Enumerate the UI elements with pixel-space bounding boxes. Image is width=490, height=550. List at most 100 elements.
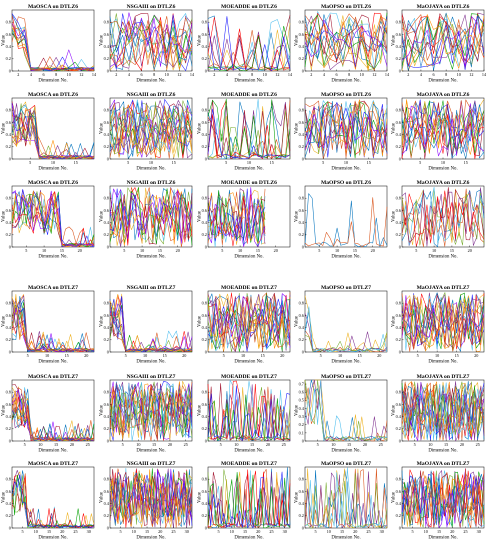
plot-frame: [304, 185, 388, 248]
plot-frame: [207, 97, 291, 160]
x-tick-label: 8: [251, 72, 253, 77]
x-tick-label: 5: [315, 529, 317, 534]
series-line: [401, 187, 485, 243]
x-axis-label: Dimension No.: [428, 79, 457, 84]
series-line: [304, 19, 388, 67]
y-tick-label: 0.2: [396, 513, 401, 518]
y-axis-label: Value: [2, 211, 7, 222]
y-tick-label: 0: [399, 349, 401, 354]
series-line: [401, 381, 485, 441]
y-tick-label: 0.6: [299, 390, 304, 395]
y-tick-label: 0.6: [396, 32, 401, 37]
y-tick-label: 0: [205, 525, 207, 530]
x-tick-label: 25: [269, 529, 273, 534]
y-tick-label: 0.4: [6, 414, 12, 419]
series-line: [109, 99, 193, 155]
x-tick-label: 20: [158, 529, 162, 534]
x-tick-label: 20: [377, 353, 381, 358]
x-tick-label: 15: [256, 248, 260, 253]
chart-panel: 5 10 15 20 0 0.2 0.4 0.6 0.8 MaOJAYA on DTLZ7 Dime…: [392, 285, 485, 365]
y-axis-label: Value: [392, 123, 397, 134]
series-line: [207, 294, 291, 344]
y-tick-label: 0: [9, 349, 11, 354]
series-line: [401, 100, 485, 157]
series-line: [401, 298, 485, 338]
chart-title: MaOJAYA on DTLZ7: [417, 285, 470, 291]
chart-panel: 5 10 15 20 0 0.2 0.4 0.6 0.8 MaOPSO on DTLZ6 Dimen…: [295, 180, 388, 260]
chart-title: NSGAIII on DTLZ6: [127, 180, 176, 186]
x-tick-label: 6: [335, 72, 337, 77]
x-tick-label: 10: [327, 529, 331, 534]
x-tick-label: 10: [241, 353, 245, 358]
series-line: [207, 383, 291, 441]
x-tick-label: 10: [165, 72, 169, 77]
y-axis-label: Value: [100, 123, 105, 134]
x-tick-label: 4: [226, 72, 229, 77]
x-tick-label: 5: [415, 248, 417, 253]
y-tick-label: 0.2: [299, 337, 304, 342]
series-line: [207, 295, 291, 352]
series-line: [401, 383, 485, 441]
y-tick-label: 0.2: [104, 426, 109, 431]
x-tick-label: 5: [223, 353, 225, 358]
y-tick-label: 0: [205, 156, 207, 161]
y-tick-label: 0.6: [6, 402, 11, 407]
series-line: [11, 108, 95, 160]
x-tick-label: 30: [185, 529, 189, 534]
y-tick-label: 0.8: [202, 390, 207, 395]
x-tick-label: 10: [230, 529, 234, 534]
y-tick-label: 0.8: [6, 108, 11, 113]
y-tick-label: 0.8: [396, 390, 401, 395]
y-tick-label: 0.2: [396, 56, 401, 61]
x-tick-label: 20: [256, 529, 260, 534]
chart-title: NSGAIII on DTLZ7: [127, 285, 176, 291]
y-tick-label: 0.8: [6, 301, 11, 306]
series-line: [304, 197, 388, 247]
chart-panel: 2 4 6 8 10 12 14 0 0.2 0.4 0.6 0.8 MaOPSO on DTLZ6 Di…: [295, 4, 391, 83]
x-tick-label: 20: [474, 353, 478, 358]
series-line: [304, 295, 388, 353]
y-tick-label: 0: [107, 156, 109, 161]
x-tick-label: 20: [280, 353, 284, 358]
x-axis-label: Dimension No.: [331, 536, 360, 541]
x-tick-label: 12: [79, 72, 83, 77]
y-tick-label: 0.4: [104, 414, 110, 419]
y-axis-label: Value: [2, 316, 7, 327]
series-line: [401, 99, 485, 145]
x-tick-label: 10: [34, 529, 38, 534]
y-tick-label: 0.3: [299, 414, 304, 419]
y-tick-label: 0.8: [299, 301, 304, 306]
x-tick-label: 25: [184, 442, 188, 447]
x-tick-label: 6: [238, 72, 240, 77]
series-line: [401, 292, 485, 351]
x-axis-label: Dimension No.: [331, 79, 360, 84]
series-line: [401, 101, 485, 159]
y-tick-label: 0: [302, 525, 304, 530]
x-tick-label: 14: [482, 72, 487, 77]
chart-panel: 5 10 15 20 25 0 0.2 0.4 0.6 0.8 MOEADDE on DTLZ7 Di…: [198, 374, 291, 454]
x-tick-label: 25: [73, 529, 77, 534]
y-axis-label: Value: [100, 35, 105, 46]
x-tick-label: 15: [444, 442, 448, 447]
x-tick-label: 30: [477, 529, 481, 534]
y-tick-label: 0: [107, 349, 109, 354]
y-tick-label: 0.2: [299, 56, 304, 61]
x-tick-label: 25: [476, 442, 480, 447]
y-tick-label: 0.2: [299, 232, 304, 237]
x-tick-label: 6: [42, 72, 44, 77]
x-tick-label: 25: [379, 442, 383, 447]
chart-panel: 5 10 15 20 25 30 0 0.2 0.4 0.6 0.8 MaOJAYA on DTLZ7…: [392, 461, 485, 541]
x-tick-label: 14: [92, 72, 97, 77]
series-line: [11, 295, 95, 353]
y-tick-label: 0.8: [202, 108, 207, 113]
y-tick-label: 0.6: [202, 32, 207, 37]
series-line: [109, 468, 193, 529]
y-tick-label: 0: [107, 525, 109, 530]
y-tick-label: 0.8: [104, 196, 109, 201]
series-line: [109, 187, 193, 246]
series-line: [401, 17, 485, 64]
x-tick-label: 10: [238, 248, 242, 253]
x-tick-label: 25: [282, 442, 286, 447]
y-tick-label: 0.8: [299, 108, 304, 113]
series-line: [11, 103, 95, 160]
